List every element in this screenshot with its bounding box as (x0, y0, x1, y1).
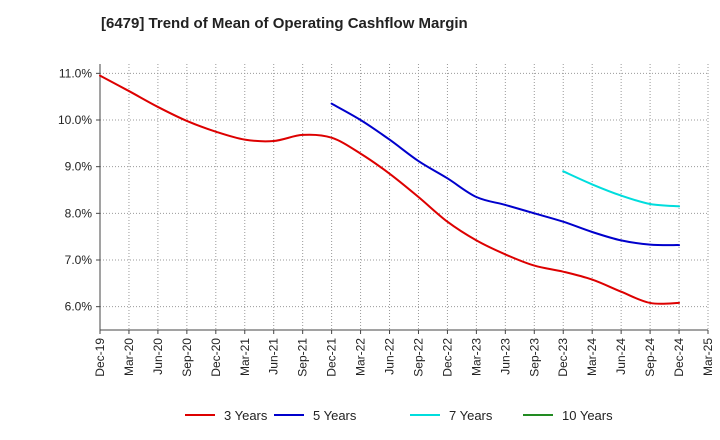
x-tick-label: Dec-19 (93, 338, 107, 377)
series-line-5-years (330, 102, 681, 247)
x-tick-label: Jun-22 (383, 338, 397, 375)
y-tick-label: 11.0% (59, 66, 92, 80)
legend-label-3-years: 3 Years (224, 408, 268, 423)
x-tick-label: Dec-20 (209, 338, 223, 377)
x-tick-label: Dec-21 (325, 338, 339, 377)
x-tick-label: Mar-22 (354, 338, 368, 376)
x-tick-label: Jun-21 (267, 338, 281, 375)
x-tick-label: Dec-23 (556, 338, 570, 377)
y-tick-label: 10.0% (58, 113, 92, 127)
x-tick-label: Sep-20 (180, 338, 194, 377)
x-tick-label: Dec-22 (440, 338, 454, 377)
x-tick-label: Sep-22 (411, 338, 425, 377)
x-tick-label: Sep-23 (527, 338, 541, 377)
legend-label-5-years: 5 Years (313, 408, 357, 423)
y-tick-label: 8.0% (65, 206, 93, 220)
x-tick-label: Sep-24 (643, 338, 657, 377)
y-tick-label: 9.0% (65, 160, 93, 174)
series-line-7-years (562, 170, 681, 208)
x-tick-label: Mar-25 (701, 338, 715, 376)
legend-label-7-years: 7 Years (449, 408, 493, 423)
x-tick-label: Dec-24 (672, 338, 686, 377)
x-tick-label: Mar-23 (469, 338, 483, 376)
x-tick-label: Jun-20 (151, 338, 165, 375)
legend-label-10-years: 10 Years (562, 408, 613, 423)
y-tick-label: 7.0% (65, 253, 93, 267)
x-tick-label: Jun-24 (614, 338, 628, 375)
x-tick-label: Mar-21 (238, 338, 252, 376)
x-tick-label: Sep-21 (296, 338, 310, 377)
x-tick-label: Mar-24 (585, 338, 599, 376)
x-tick-label: Mar-20 (122, 338, 136, 376)
y-tick-label: 6.0% (65, 300, 93, 314)
x-tick-label: Jun-23 (498, 338, 512, 375)
chart-title: [6479] Trend of Mean of Operating Cashfl… (101, 15, 468, 32)
series-line-3-years (99, 74, 681, 305)
